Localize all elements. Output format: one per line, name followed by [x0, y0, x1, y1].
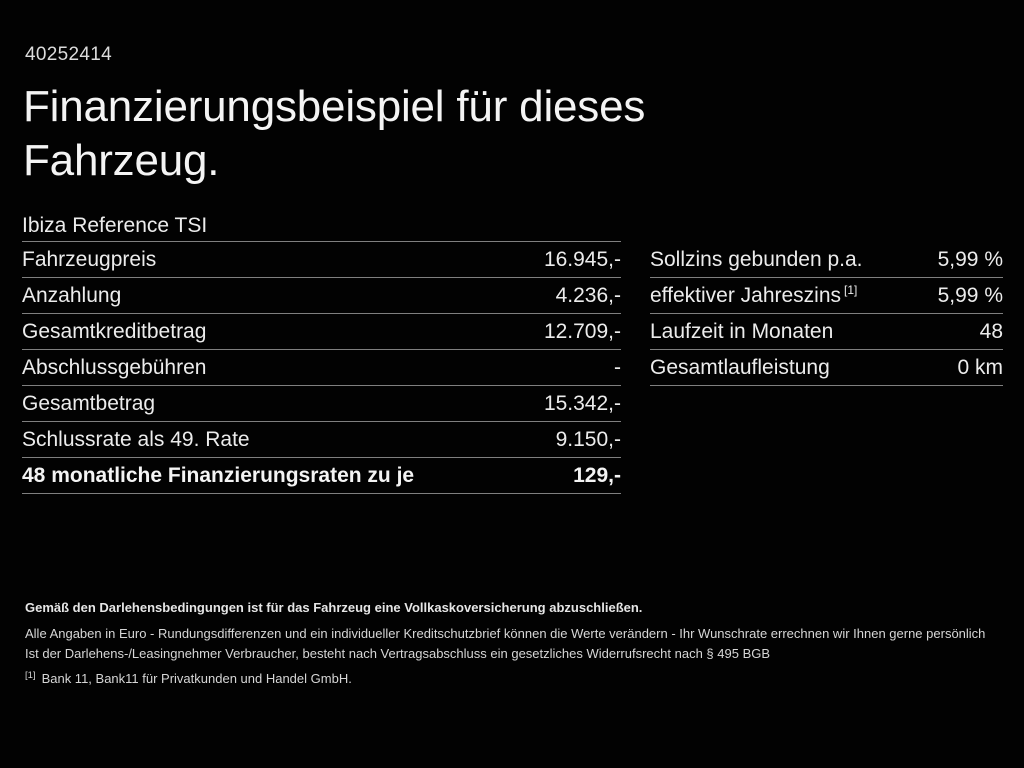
- row-label: Gesamtbetrag: [22, 391, 156, 415]
- row-value: 16.945,-: [543, 247, 621, 271]
- insurance-note: Gemäß den Darlehensbedingungen ist für d…: [25, 600, 643, 615]
- footnote-marker: [1]: [25, 669, 36, 681]
- disclaimer-line-2: Ist der Darlehens-/Leasingnehmer Verbrau…: [25, 646, 771, 661]
- table-row-vehicle-price: Fahrzeugpreis 16.945,-: [22, 242, 621, 278]
- table-row-term-months: Laufzeit in Monaten 48: [650, 314, 1003, 350]
- vehicle-id: 40252414: [25, 44, 112, 65]
- row-value: 12.709,-: [543, 319, 621, 343]
- footnote-reference-marker: [1]: [844, 282, 858, 297]
- model-name-row: Ibiza Reference TSI: [22, 210, 621, 242]
- row-value: 48: [979, 319, 1003, 343]
- row-label: effektiver Jahreszins [1]: [650, 282, 858, 307]
- table-row-total-credit: Gesamtkreditbetrag 12.709,-: [22, 314, 621, 350]
- row-label: Gesamtkreditbetrag: [22, 319, 207, 343]
- table-row-total-mileage: Gesamtlaufleistung 0 km: [650, 350, 1003, 386]
- table-row-closing-fees: Abschlussgebühren -: [22, 350, 621, 386]
- table-row-final-rate: Schlussrate als 49. Rate 9.150,-: [22, 422, 621, 458]
- table-row-nominal-interest: Sollzins gebunden p.a. 5,99 %: [650, 242, 1003, 278]
- row-label: Anzahlung: [22, 283, 122, 307]
- table-row-monthly-rate: 48 monatliche Finanzierungsraten zu je 1…: [22, 458, 621, 494]
- row-label: Sollzins gebunden p.a.: [650, 247, 863, 271]
- row-value: -: [614, 355, 621, 379]
- model-name: Ibiza Reference TSI: [22, 213, 208, 237]
- footnote-text: Bank 11, Bank11 für Privatkunden und Han…: [41, 671, 352, 686]
- table-row-down-payment: Anzahlung 4.236,-: [22, 278, 621, 314]
- row-value: 129,-: [573, 463, 621, 487]
- page-title-line-1: Finanzierungsbeispiel für dieses: [23, 82, 646, 131]
- conditions-table: Sollzins gebunden p.a. 5,99 % effektiver…: [650, 242, 1003, 386]
- row-value: 0 km: [957, 355, 1003, 379]
- row-label: Fahrzeugpreis: [22, 247, 157, 271]
- row-value: 9.150,-: [555, 427, 621, 451]
- row-label: Schlussrate als 49. Rate: [22, 427, 250, 451]
- row-label: Gesamtlaufleistung: [650, 355, 830, 379]
- table-row-effective-interest: effektiver Jahreszins [1] 5,99 %: [650, 278, 1003, 314]
- row-label: 48 monatliche Finanzierungsraten zu je: [22, 463, 415, 487]
- row-label: Laufzeit in Monaten: [650, 319, 834, 343]
- footnote-bank: [1] Bank 11, Bank11 für Privatkunden und …: [25, 669, 1010, 686]
- page-title: Finanzierungsbeispiel für dieses Fahrzeu…: [23, 80, 645, 188]
- table-row-total-amount: Gesamtbetrag 15.342,-: [22, 386, 621, 422]
- row-label: Abschlussgebühren: [22, 355, 207, 379]
- finance-table: Ibiza Reference TSI Fahrzeugpreis 16.945…: [22, 210, 621, 494]
- disclaimer-line-1: Alle Angaben in Euro - Rundungsdifferenz…: [25, 626, 986, 641]
- row-value: 5,99 %: [937, 247, 1003, 271]
- row-value: 5,99 %: [937, 283, 1003, 307]
- page-title-line-2: Fahrzeug.: [23, 136, 220, 185]
- row-value: 4.236,-: [555, 283, 621, 307]
- row-value: 15.342,-: [543, 391, 621, 415]
